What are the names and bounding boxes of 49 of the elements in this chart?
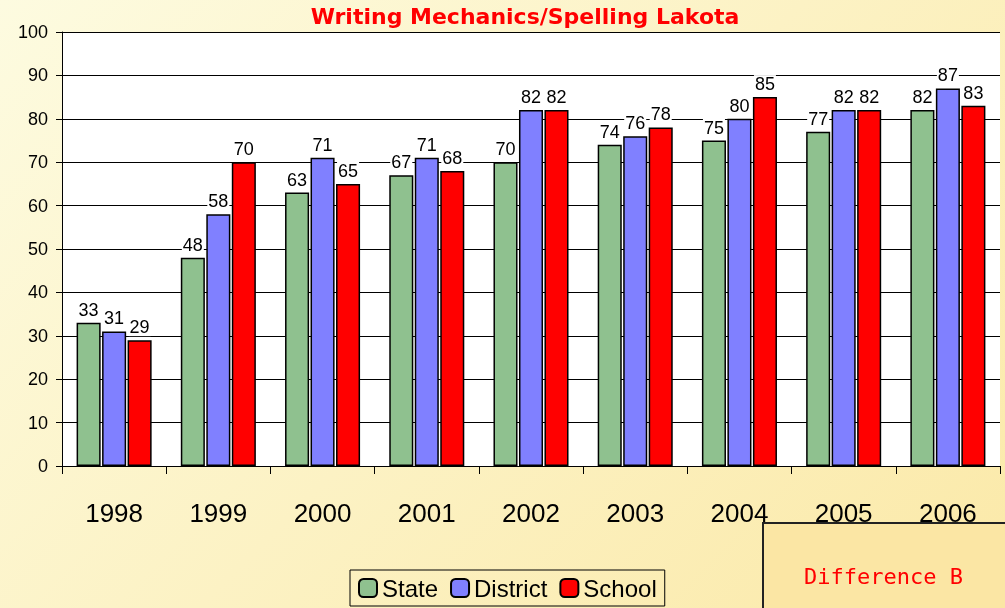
y-tick-label: 30 [27, 325, 48, 346]
y-tick-label: 100 [17, 22, 48, 42]
data-label: 70 [495, 139, 516, 160]
data-label: 82 [546, 87, 567, 108]
legend-label: School [583, 574, 657, 602]
y-tick-label: 60 [27, 195, 48, 216]
data-label: 48 [182, 234, 203, 255]
y-tick-label: 70 [27, 152, 48, 173]
data-label: 33 [78, 299, 99, 320]
legend-label: State [382, 574, 439, 602]
data-label: 71 [312, 134, 333, 155]
y-tick-label: 0 [37, 456, 48, 476]
data-label: 74 [599, 121, 620, 142]
data-label: 80 [729, 95, 750, 116]
data-label: 83 [963, 82, 984, 103]
x-tick-label: 2001 [397, 498, 456, 528]
data-label: 31 [104, 308, 125, 329]
data-label: 68 [442, 147, 463, 168]
data-label: 82 [859, 87, 880, 108]
data-label: 78 [650, 104, 671, 125]
x-tick-label: 2003 [606, 498, 665, 528]
data-label: 87 [937, 65, 958, 86]
x-tick-label: 1998 [85, 498, 144, 528]
data-label: 71 [416, 134, 437, 155]
data-label: 76 [625, 113, 646, 134]
x-tick-label: 2002 [502, 498, 560, 528]
data-label: 65 [338, 160, 359, 181]
chart-title: Writing Mechanics/Spelling Lakota [310, 3, 740, 29]
inset-panel: Difference B [762, 522, 1005, 608]
data-label: 82 [912, 87, 933, 108]
y-tick-label: 90 [27, 65, 48, 86]
y-tick-label: 20 [27, 369, 48, 390]
legend-label: District [474, 574, 548, 602]
data-label: 82 [833, 87, 854, 108]
y-tick-label: 50 [27, 239, 48, 259]
data-label: 75 [703, 117, 724, 138]
data-label: 82 [520, 87, 542, 108]
data-label: 63 [287, 169, 308, 190]
y-tick-label: 80 [27, 108, 48, 129]
data-label: 70 [233, 139, 254, 160]
data-label: 77 [808, 108, 829, 129]
data-label: 85 [754, 74, 775, 95]
y-tick-label: 10 [27, 412, 48, 433]
data-label: 29 [129, 317, 150, 338]
x-tick-label: 2000 [293, 498, 352, 528]
data-label: 58 [208, 191, 229, 212]
y-tick-label: 40 [27, 282, 48, 303]
data-label: 67 [391, 152, 412, 173]
x-tick-label: 1999 [189, 498, 248, 528]
